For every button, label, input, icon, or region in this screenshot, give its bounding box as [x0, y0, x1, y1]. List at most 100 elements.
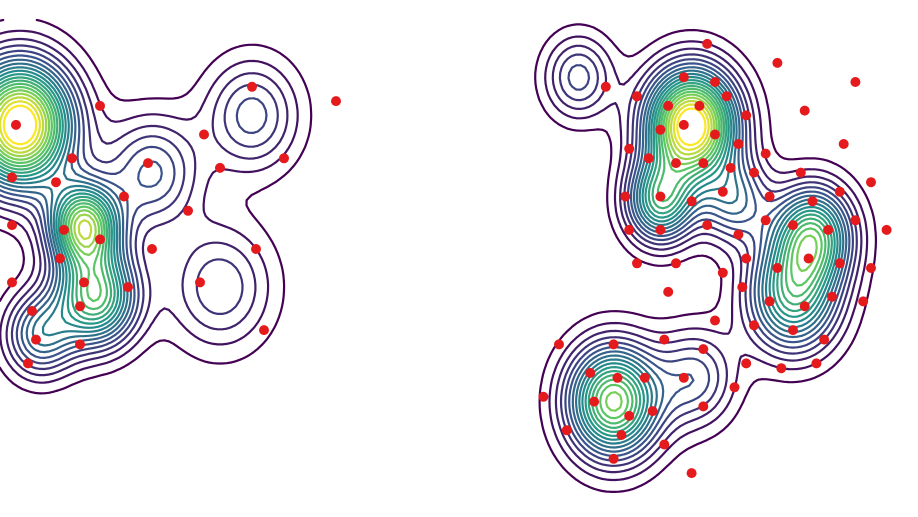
contour-level-17: [0, 92, 97, 248]
data-point: [749, 320, 759, 331]
data-point: [698, 344, 709, 355]
data-point: [608, 339, 619, 350]
data-point: [717, 186, 728, 197]
data-point: [663, 100, 674, 111]
contour-level-16: [0, 89, 101, 257]
data-point: [616, 430, 627, 440]
data-point: [183, 205, 193, 216]
data-point: [866, 177, 876, 188]
contour-level-11: [0, 73, 119, 325]
data-point: [79, 277, 89, 288]
data-point: [589, 396, 600, 407]
data-point: [554, 339, 564, 350]
data-point: [710, 129, 720, 140]
data-point: [647, 406, 658, 417]
data-point: [624, 224, 635, 235]
contour-level-8: [0, 62, 129, 347]
data-point: [624, 143, 635, 154]
data-point: [663, 286, 674, 297]
data-point: [195, 277, 205, 288]
data-point: [678, 119, 689, 130]
data-point: [51, 177, 61, 188]
data-point: [819, 334, 830, 345]
data-point: [23, 358, 33, 369]
contour-level-19: [672, 103, 710, 151]
data-point: [55, 253, 65, 264]
data-point: [639, 372, 650, 383]
contour-level-16: [605, 93, 818, 412]
data-point: [710, 77, 720, 87]
data-point: [881, 224, 892, 235]
data-point: [199, 129, 209, 140]
data-point: [717, 267, 728, 278]
data-point: [788, 325, 798, 336]
contour-level-1: [0, 18, 313, 395]
data-point: [659, 439, 670, 450]
contour-level-3: [0, 37, 289, 377]
data-point: [608, 453, 619, 464]
contour-level-14: [0, 82, 108, 311]
contour-panel-right: [534, 23, 892, 493]
data-point: [561, 425, 572, 436]
data-point: [95, 234, 105, 245]
contour-level-12: [0, 76, 116, 321]
data-point: [772, 263, 783, 273]
data-point: [659, 334, 670, 345]
data-point: [834, 258, 845, 269]
data-point: [729, 382, 740, 393]
data-point: [811, 358, 822, 369]
data-point: [95, 100, 105, 111]
data-point: [764, 296, 775, 307]
data-point: [585, 368, 596, 378]
data-point: [866, 263, 876, 273]
data-point: [11, 119, 21, 130]
data-point: [749, 167, 759, 178]
data-point: [702, 220, 713, 231]
contour-level-19: [0, 100, 42, 150]
data-point: [119, 191, 129, 202]
data-point: [671, 258, 681, 269]
data-point: [7, 277, 17, 288]
contour-level-4: [558, 53, 858, 467]
contour-level-1: [534, 23, 877, 493]
data-point: [251, 244, 261, 254]
data-point: [67, 153, 77, 164]
contour-level-12: [587, 81, 833, 433]
contour-level-8: [575, 69, 845, 449]
contour-level-2: [0, 29, 299, 384]
data-point: [671, 158, 681, 169]
data-point: [721, 91, 732, 102]
data-point: [850, 77, 861, 87]
data-point: [702, 38, 713, 49]
contour-level-9: [0, 66, 126, 337]
data-point: [698, 158, 709, 169]
data-point: [741, 253, 752, 264]
contour-level-11: [584, 79, 836, 437]
data-point: [710, 315, 720, 326]
data-point: [279, 153, 289, 164]
data-point: [776, 363, 787, 374]
data-point: [803, 253, 814, 264]
data-point: [31, 334, 41, 345]
data-point: [760, 148, 771, 159]
data-point: [215, 162, 225, 173]
data-point: [612, 372, 623, 383]
data-point: [643, 153, 654, 164]
data-point: [795, 167, 806, 178]
data-point: [75, 301, 85, 312]
data-point: [694, 100, 705, 111]
data-point: [741, 110, 752, 121]
data-point: [655, 224, 666, 235]
data-point: [760, 215, 771, 226]
data-point: [850, 215, 861, 226]
data-point: [538, 391, 549, 402]
data-point: [772, 57, 783, 68]
data-point: [75, 339, 85, 350]
data-point: [59, 224, 69, 235]
data-point: [834, 186, 845, 197]
contour-level-20: [676, 107, 707, 147]
data-point: [259, 325, 269, 336]
data-point: [247, 81, 257, 92]
data-point: [123, 282, 133, 293]
data-point: [7, 220, 17, 231]
